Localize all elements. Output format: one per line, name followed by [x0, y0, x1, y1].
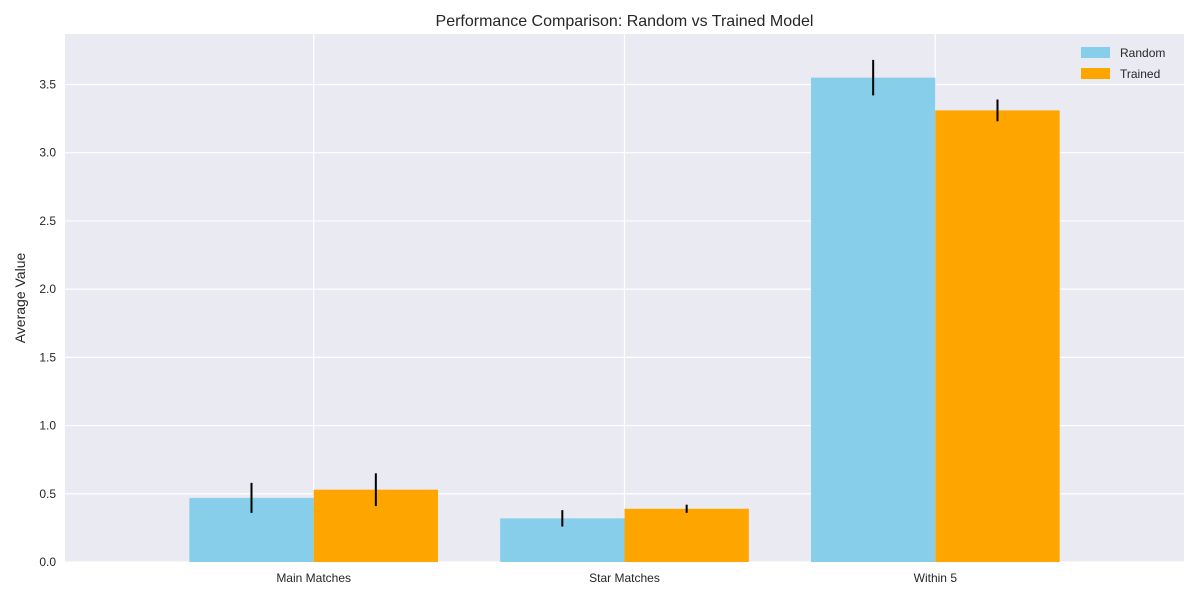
- bar-trained-1: [624, 508, 749, 562]
- y-tick-label: 0.5: [39, 487, 56, 501]
- y-axis-ticks: 0.0 0.5 1.0 1.5 2.0 2.5 3.0 3.5: [39, 77, 56, 569]
- y-tick-label: 3.5: [39, 77, 56, 91]
- x-tick-label: Star Matches: [589, 571, 660, 585]
- y-tick-label: 1.0: [39, 419, 56, 433]
- bar-trained-2: [935, 110, 1060, 562]
- error-bars-group: [250, 59, 999, 527]
- y-axis-label: Average Value: [12, 253, 28, 344]
- legend-swatch-trained: [1081, 68, 1110, 79]
- x-axis-ticks: Main Matches Star Matches Within 5: [276, 571, 957, 585]
- legend-label-trained: Trained: [1120, 67, 1160, 81]
- x-tick-label: Main Matches: [276, 571, 351, 585]
- bars-group: [189, 77, 1060, 563]
- legend-label-random: Random: [1120, 46, 1165, 60]
- y-tick-label: 1.5: [39, 350, 56, 364]
- legend: Random Trained: [1081, 46, 1165, 81]
- chart-title: Performance Comparison: Random vs Traine…: [436, 13, 814, 30]
- y-tick-label: 3.0: [39, 146, 56, 160]
- legend-swatch-random: [1081, 47, 1110, 58]
- x-tick-label: Within 5: [914, 571, 958, 585]
- y-tick-label: 2.5: [39, 214, 56, 228]
- y-tick-label: 0.0: [39, 555, 56, 569]
- y-tick-label: 2.0: [39, 282, 56, 296]
- bar-random-2: [811, 77, 936, 563]
